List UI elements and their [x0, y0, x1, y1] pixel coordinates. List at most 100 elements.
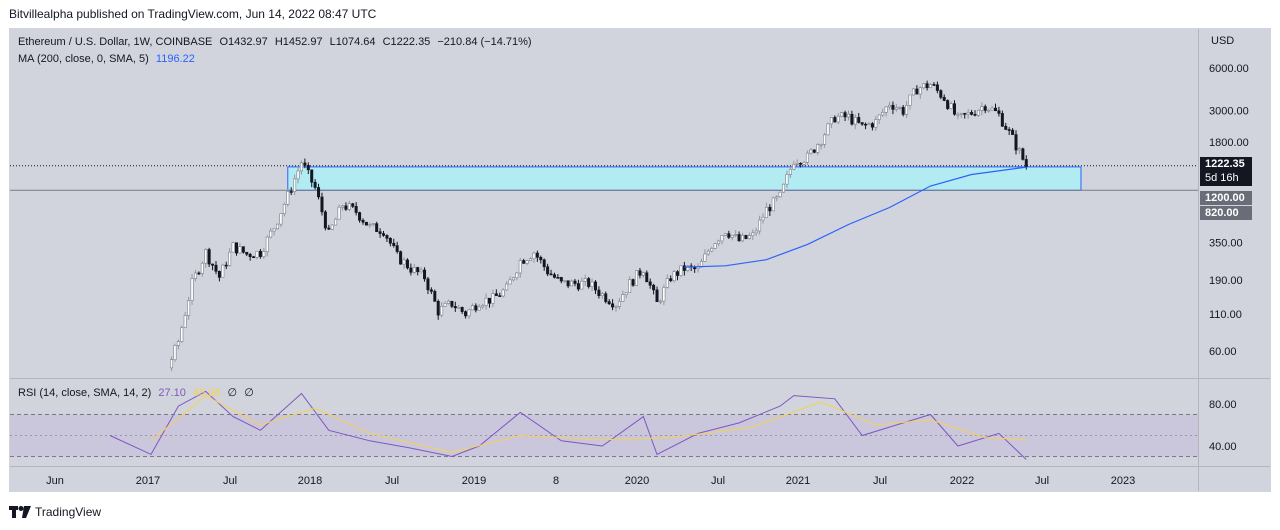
candle [611, 299, 615, 311]
candle [672, 270, 676, 283]
candle-body [925, 83, 929, 89]
candle [1007, 127, 1011, 136]
candle-body [583, 278, 587, 282]
candle [556, 274, 560, 279]
candle [918, 86, 922, 99]
candle-body [539, 257, 543, 261]
candle-body [409, 267, 413, 273]
candle-body [221, 264, 225, 278]
candle [402, 257, 406, 270]
symbol-legend[interactable]: Ethereum / U.S. Dollar, 1W, COINBASE O14… [18, 36, 532, 48]
candle-body [706, 250, 710, 255]
candle-body [382, 233, 386, 236]
candle [241, 246, 245, 254]
price-axis-tick: 190.00 [1209, 275, 1243, 287]
candle-body [932, 84, 936, 86]
candle-body [775, 196, 779, 199]
candle-body [279, 213, 283, 225]
candle [351, 202, 355, 209]
candle [829, 117, 833, 129]
candle-body [491, 293, 495, 304]
candle [303, 158, 307, 169]
candle [720, 234, 724, 245]
candle-body [888, 104, 892, 108]
candle-body [727, 233, 731, 238]
candle-body [993, 107, 997, 112]
candle-body [771, 197, 775, 212]
candle [494, 289, 498, 296]
candle-body [658, 300, 662, 303]
price-axis-tick: 350.00 [1209, 238, 1243, 250]
candle-body [518, 260, 522, 274]
candle [778, 191, 782, 198]
candle [580, 277, 584, 290]
candle [197, 271, 201, 276]
candle [173, 343, 177, 362]
candle-body [340, 205, 344, 208]
candle [238, 242, 242, 254]
candle [501, 288, 505, 298]
candle-body [607, 301, 611, 305]
candle-body [330, 224, 334, 230]
candle-body [176, 341, 180, 346]
candle-body [761, 216, 765, 221]
candle-body [248, 254, 252, 258]
candle-body [313, 181, 317, 188]
rsi-label[interactable]: RSI (14, close, SMA, 14, 2) [18, 387, 152, 399]
rsi-ma-line [150, 395, 1027, 453]
price-pane[interactable] [10, 29, 1198, 377]
rsi-pane[interactable] [10, 390, 1198, 460]
candle [231, 241, 235, 253]
candle-body [785, 174, 789, 185]
candle [1000, 110, 1004, 127]
rsi-value: 27.10 [158, 387, 186, 399]
candle [371, 223, 375, 227]
candle [976, 109, 980, 117]
candle [942, 94, 946, 102]
candle-body [481, 305, 485, 308]
candle [652, 283, 656, 295]
candle [170, 356, 174, 372]
moving-average-layer [684, 166, 1027, 268]
candle-body [293, 178, 297, 192]
support-zone [287, 166, 1082, 191]
candle [354, 202, 358, 216]
candle [898, 106, 902, 111]
candle [248, 252, 252, 261]
candle-body [228, 251, 232, 266]
candle-body [289, 191, 293, 193]
candle [645, 270, 649, 283]
candle [269, 227, 273, 239]
footer-brand[interactable]: TradingView [9, 505, 101, 519]
candle-body [754, 230, 758, 234]
candle-body [717, 240, 721, 245]
candle [682, 261, 686, 276]
ma-legend[interactable]: MA (200, close, 0, SMA, 5) 1196.22 [18, 53, 195, 65]
candle-body [282, 204, 286, 214]
symbol-name[interactable]: Ethereum / U.S. Dollar, 1W, COINBASE [18, 36, 213, 48]
candle [299, 160, 303, 175]
candle [221, 263, 225, 278]
candle [183, 311, 187, 329]
candle-body [621, 294, 625, 302]
ma-label[interactable]: MA (200, close, 0, SMA, 5) [18, 53, 149, 65]
candle [730, 234, 734, 241]
candle-body [494, 293, 498, 296]
rsi-legend[interactable]: RSI (14, close, SMA, 14, 2) 27.10 45.98 … [18, 386, 254, 399]
candle [597, 286, 601, 299]
candle-body [556, 277, 560, 279]
candle-body [597, 289, 601, 296]
candle [901, 104, 905, 117]
rsi-extra-2: ∅ [244, 387, 254, 399]
candle-body [860, 122, 864, 125]
candle-body [857, 117, 861, 123]
candle-body [635, 270, 639, 286]
candle-body [614, 306, 618, 308]
candle-body [809, 149, 813, 154]
candle [600, 292, 604, 299]
ohlc-close: C1222.35 [382, 36, 431, 48]
candle [833, 115, 837, 123]
candle-body [258, 250, 262, 257]
footer-brand-text: TradingView [35, 505, 102, 519]
